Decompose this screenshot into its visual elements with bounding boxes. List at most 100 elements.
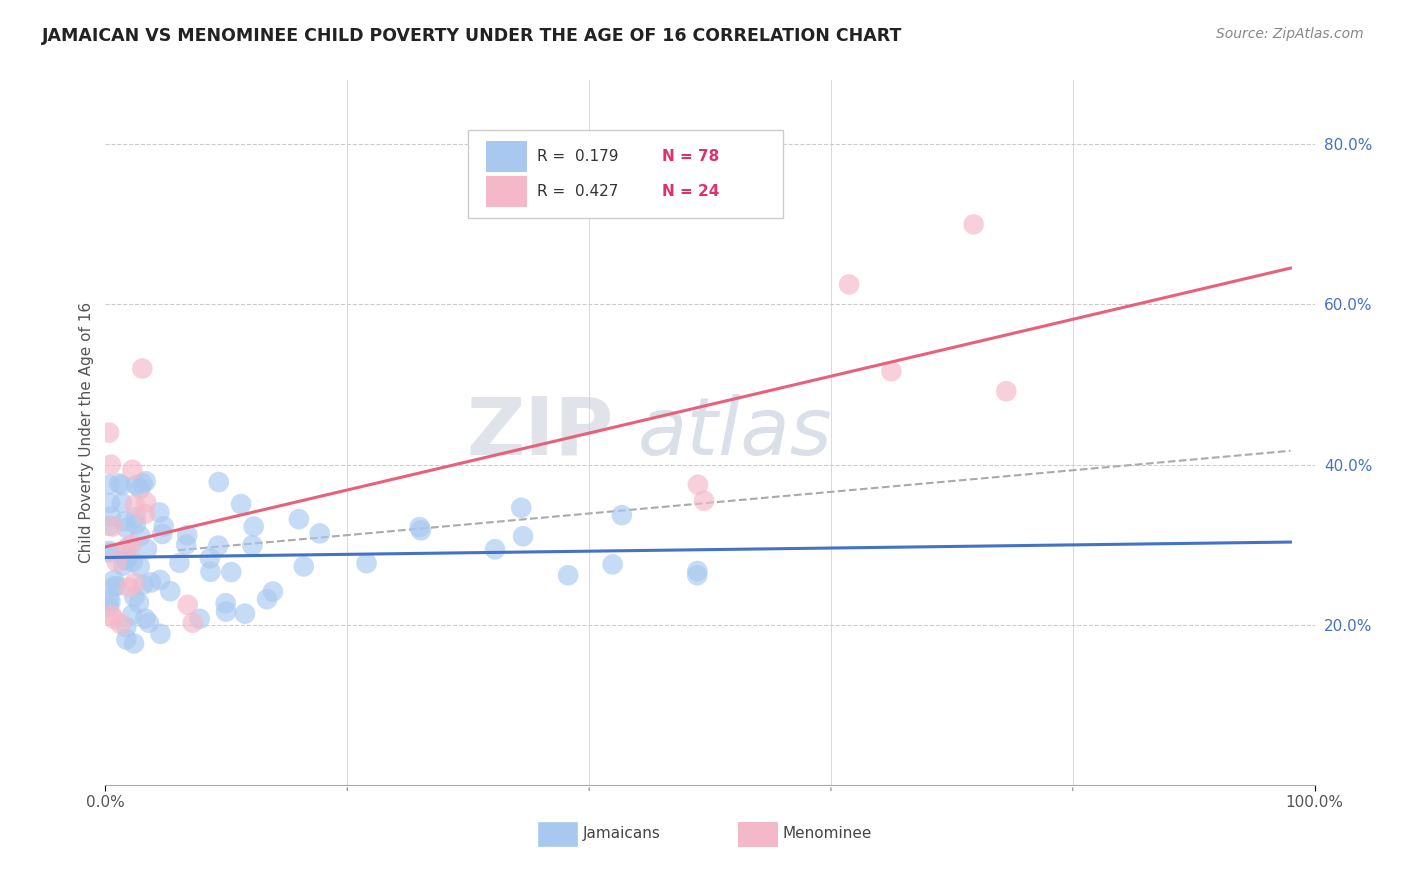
Point xyxy=(98,546,121,560)
Point xyxy=(408,520,430,534)
Text: Jamaicans: Jamaicans xyxy=(583,826,661,841)
Point xyxy=(103,612,125,626)
Point xyxy=(262,584,284,599)
Point xyxy=(686,564,709,578)
FancyBboxPatch shape xyxy=(738,822,776,846)
Point xyxy=(169,556,191,570)
Point xyxy=(200,565,222,579)
Point xyxy=(135,475,157,489)
Point xyxy=(409,524,432,538)
Point xyxy=(138,615,160,630)
Point xyxy=(308,526,330,541)
Point xyxy=(510,500,533,515)
Point xyxy=(100,458,122,472)
FancyBboxPatch shape xyxy=(538,822,576,846)
Point xyxy=(356,556,378,570)
Point xyxy=(610,508,633,523)
Point xyxy=(174,538,197,552)
Point xyxy=(686,477,709,491)
Point xyxy=(98,519,121,533)
Point xyxy=(114,515,136,529)
FancyBboxPatch shape xyxy=(468,129,783,218)
FancyBboxPatch shape xyxy=(486,176,527,207)
Text: atlas: atlas xyxy=(637,393,832,472)
Point xyxy=(131,361,153,376)
Point xyxy=(215,605,238,619)
Point xyxy=(129,482,152,496)
Point xyxy=(136,542,159,557)
Point xyxy=(149,573,172,587)
Point xyxy=(125,517,148,532)
Point xyxy=(128,596,150,610)
Point xyxy=(557,568,579,582)
Point xyxy=(181,615,204,630)
Point xyxy=(125,478,148,492)
Point xyxy=(122,636,145,650)
Point xyxy=(686,568,709,582)
Text: Menominee: Menominee xyxy=(783,826,872,841)
Point xyxy=(198,551,221,566)
Point xyxy=(121,463,143,477)
Y-axis label: Child Poverty Under the Age of 16: Child Poverty Under the Age of 16 xyxy=(79,302,94,563)
Point xyxy=(880,364,903,378)
Point xyxy=(98,425,121,440)
Point xyxy=(135,495,157,509)
Point xyxy=(995,384,1018,399)
Point xyxy=(98,496,121,510)
Point xyxy=(124,590,146,604)
Point xyxy=(100,509,122,524)
Point xyxy=(114,541,136,556)
Point xyxy=(100,594,122,608)
Point xyxy=(108,476,131,491)
Point xyxy=(111,496,134,510)
Point xyxy=(838,277,860,292)
Point xyxy=(602,558,624,572)
FancyBboxPatch shape xyxy=(486,141,527,172)
Text: Source: ZipAtlas.com: Source: ZipAtlas.com xyxy=(1216,27,1364,41)
Point xyxy=(207,539,229,553)
Point xyxy=(134,611,156,625)
Point xyxy=(484,542,506,557)
Point xyxy=(139,575,162,590)
Point xyxy=(208,475,231,489)
Point xyxy=(188,612,211,626)
Point xyxy=(131,476,153,491)
Point xyxy=(117,540,139,554)
Point xyxy=(693,493,716,508)
Point xyxy=(110,478,132,492)
Point xyxy=(121,607,143,622)
Point xyxy=(114,553,136,567)
Point xyxy=(150,527,173,541)
Point xyxy=(149,627,172,641)
Point xyxy=(288,512,311,526)
Point xyxy=(242,519,264,533)
Point xyxy=(121,538,143,552)
Text: JAMAICAN VS MENOMINEE CHILD POVERTY UNDER THE AGE OF 16 CORRELATION CHART: JAMAICAN VS MENOMINEE CHILD POVERTY UNDE… xyxy=(42,27,903,45)
Point xyxy=(98,599,121,614)
Point xyxy=(124,498,146,512)
Point xyxy=(103,573,125,587)
Text: R =  0.179: R = 0.179 xyxy=(537,149,619,164)
Point xyxy=(129,529,152,543)
Point xyxy=(115,521,138,535)
Point xyxy=(111,558,134,573)
Point xyxy=(215,596,238,610)
Point xyxy=(122,576,145,591)
Point xyxy=(105,555,128,569)
Point xyxy=(125,510,148,524)
Point xyxy=(962,218,984,232)
Point xyxy=(159,584,181,599)
Point xyxy=(98,477,121,491)
Point xyxy=(512,529,534,543)
Point xyxy=(132,577,155,591)
Text: N = 78: N = 78 xyxy=(662,149,718,164)
Text: N = 24: N = 24 xyxy=(662,184,718,199)
Point xyxy=(115,632,138,647)
Point xyxy=(103,580,125,594)
Point xyxy=(233,607,256,621)
Point xyxy=(98,591,121,606)
Point xyxy=(105,579,128,593)
Point xyxy=(98,544,121,558)
Point xyxy=(110,617,132,632)
Point xyxy=(152,519,174,533)
